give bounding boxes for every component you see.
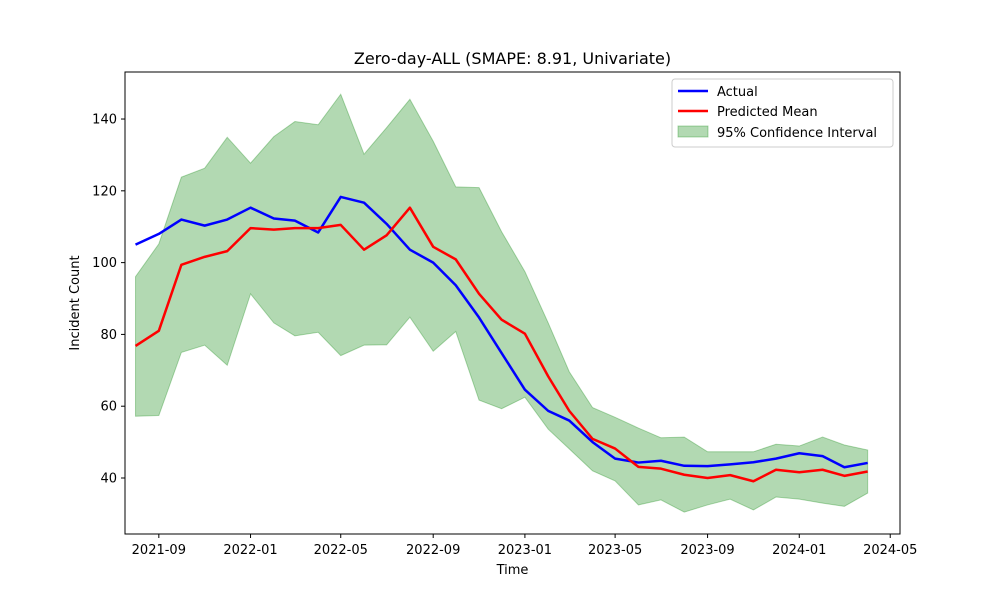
y-tick-label: 80 (100, 328, 117, 343)
x-tick-label: 2024-01 (772, 543, 826, 558)
x-tick-label: 2022-01 (223, 543, 277, 558)
chart-title: Zero-day-ALL (SMAPE: 8.91, Univariate) (354, 49, 671, 68)
legend-label-predicted-mean: Predicted Mean (717, 105, 818, 120)
y-tick-label: 100 (92, 256, 117, 271)
y-axis: 40 60 80 100 120 140 (92, 113, 125, 487)
y-axis-label: Incident Count (68, 255, 83, 350)
x-axis: 2021-09 2022-01 2022-05 2022-09 2023-01 2023-… (132, 534, 917, 558)
legend: Actual Predicted Mean 95% Confidence Int… (671, 78, 894, 148)
legend-swatch-confidence-interval (677, 125, 709, 138)
x-tick-label: 2022-05 (314, 543, 368, 558)
x-tick-label: 2023-01 (498, 543, 552, 558)
axes-frame (124, 71, 901, 535)
confidence-interval-band (135, 93, 869, 513)
x-tick-label: 2022-09 (406, 543, 460, 558)
x-axis-label: Time (496, 563, 529, 578)
x-tick-label: 2021-09 (132, 543, 186, 558)
x-tick-label: 2024-05 (863, 543, 917, 558)
series-line-actual (134, 195, 868, 469)
y-tick-label: 140 (92, 113, 117, 128)
legend-label-confidence-interval: 95% Confidence Interval (717, 126, 877, 141)
x-tick-label: 2023-09 (680, 543, 734, 558)
plot-area (134, 93, 869, 513)
y-tick-label: 40 (100, 472, 117, 487)
series-line-predicted-mean (134, 206, 868, 483)
y-tick-label: 60 (100, 400, 117, 415)
legend-label-actual: Actual (717, 85, 758, 100)
legend-box (671, 78, 894, 148)
x-tick-label: 2023-05 (588, 543, 642, 558)
y-tick-label: 120 (92, 184, 117, 199)
